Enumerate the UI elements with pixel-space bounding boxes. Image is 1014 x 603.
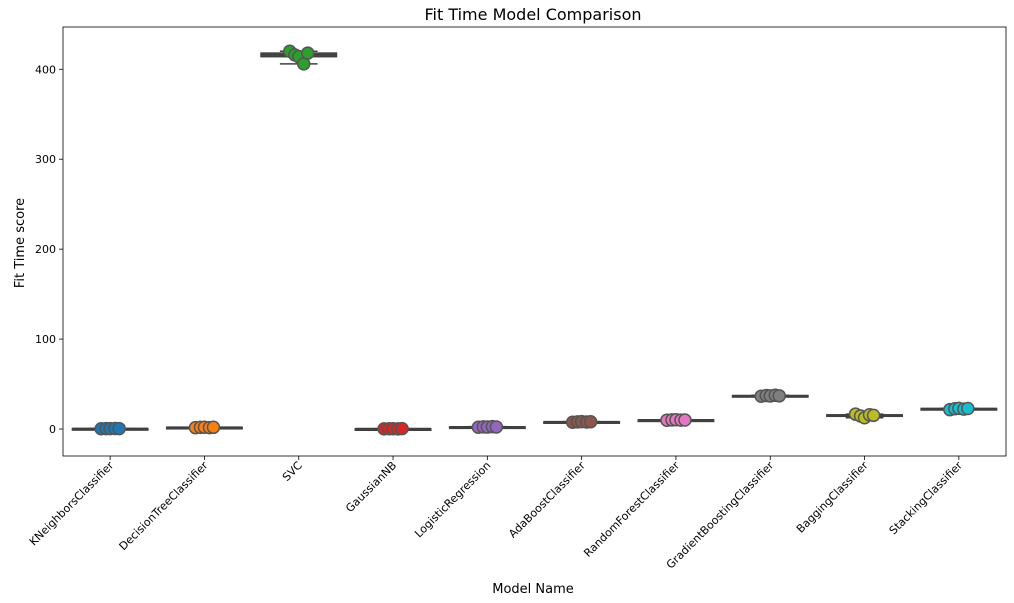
x-tick-label: KNeighborsClassifier	[27, 459, 117, 549]
y-tick-label: 300	[35, 153, 56, 166]
data-point	[772, 389, 786, 403]
plot-area: 0 100 200 300 400 KNeighborsClassifier Decisio…	[27, 26, 1007, 572]
x-tick-label: GaussianNB	[343, 459, 399, 515]
data-point	[112, 421, 126, 436]
data-point	[395, 421, 409, 436]
x-tick-label: DecisionTreeClassifier	[117, 459, 211, 553]
data-point	[206, 420, 221, 435]
x-tick-label: LogisticRegression	[412, 459, 493, 540]
y-tick-label: 400	[35, 63, 56, 76]
x-tick-label: GradientBoostingClassifier	[664, 459, 777, 572]
y-tick-label: 0	[49, 423, 56, 436]
data-point	[489, 420, 504, 434]
data-point	[678, 413, 692, 427]
y-tick-label: 200	[35, 243, 56, 256]
x-tick-label: BaggingClassifier	[794, 459, 871, 536]
plot-frame	[62, 26, 1007, 457]
x-tick-label: RandomForestClassifier	[581, 459, 682, 560]
chart-title: Fit Time Model Comparison	[424, 5, 641, 24]
x-tick-label: SVC	[280, 459, 305, 484]
x-tick-label: AdaBoostClassifier	[506, 459, 588, 541]
data-point	[866, 408, 881, 423]
x-tick-label: StackingClassifier	[887, 459, 966, 538]
data-point	[301, 46, 315, 60]
data-point	[961, 401, 975, 416]
x-axis-label: Model Name	[492, 582, 574, 597]
y-tick-label: 100	[35, 333, 56, 346]
y-axis-label: Fit Time score	[13, 198, 28, 288]
data-point	[583, 414, 598, 429]
